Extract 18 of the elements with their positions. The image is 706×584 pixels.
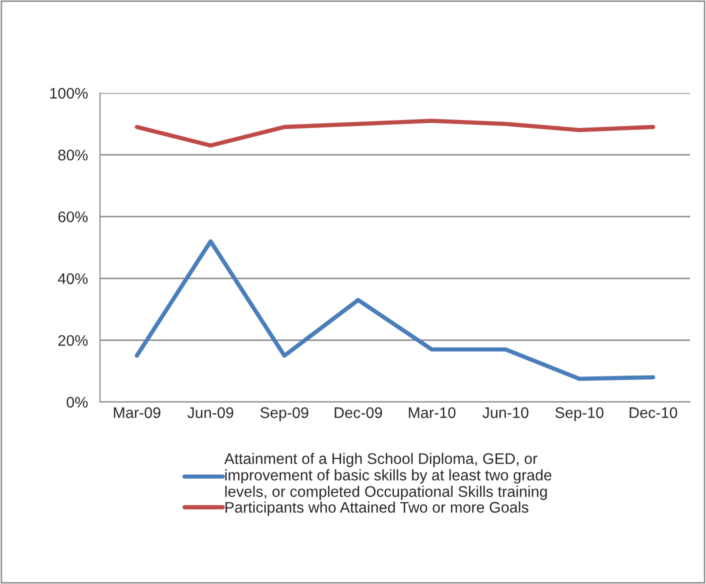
x-tick-label: Dec-10 — [630, 407, 678, 418]
y-tick-label: 0% — [66, 396, 88, 408]
x-tick-label: Mar-09 — [114, 407, 160, 418]
x-tick-label: Dec-09 — [334, 407, 382, 418]
y-tick-label: 60% — [58, 211, 88, 222]
line-series — [134, 118, 656, 148]
y-tick-label: 80% — [58, 150, 88, 160]
legend-label: Participants who Attained Two or more Goals — [226, 502, 528, 516]
x-tick-label: Jun-10 — [482, 407, 528, 418]
legend-label: Attainment of a High School Diploma, GED, or improvement of basic skills by at least two grade levels, or completed Occupational Skills training — [224, 452, 552, 500]
x-tick-label: Sep-10 — [555, 407, 604, 422]
y-tick-label: 100% — [50, 88, 88, 99]
y-tick-label: 20% — [58, 335, 88, 346]
y-tick-label: 40% — [58, 273, 88, 284]
line-series — [134, 239, 656, 381]
x-tick-label: Sep-09 — [260, 407, 308, 422]
x-tick-label: Mar-10 — [408, 407, 456, 418]
x-tick-label: Jun-09 — [188, 407, 234, 418]
